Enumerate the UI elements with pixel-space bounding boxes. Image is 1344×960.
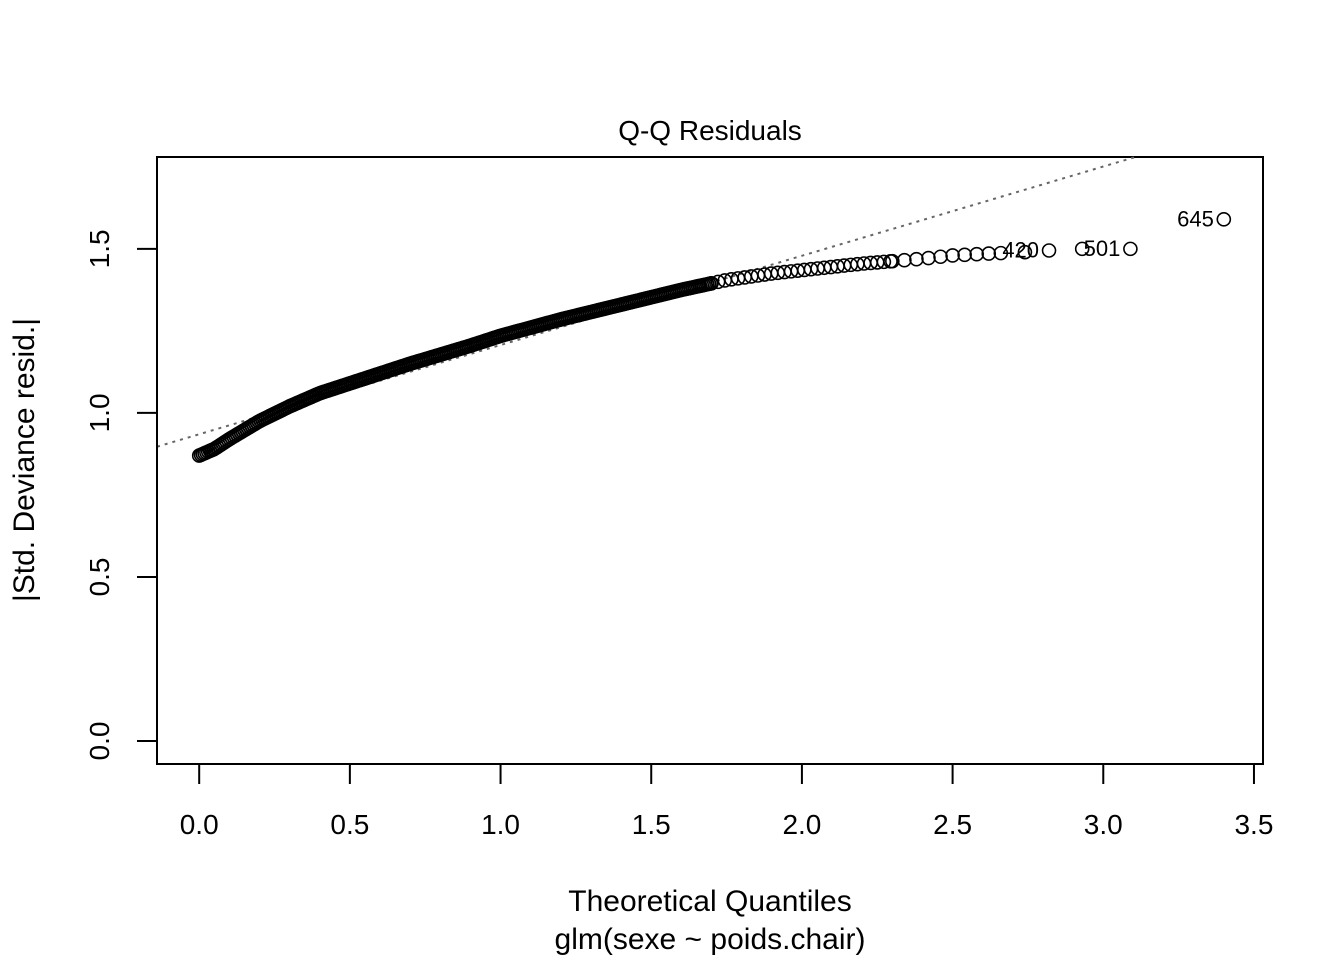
point-label: 420 [1002, 238, 1039, 263]
qq-point [1123, 241, 1138, 257]
plot-area: 645 501 420 [156, 156, 1264, 765]
qq-point [921, 250, 936, 266]
x-axis: 0.0 0.5 1.0 1.5 2.0 2.5 3.0 3.5 [180, 763, 1273, 840]
y-tick-label: 0.5 [84, 558, 115, 597]
chart-title: Q-Q Residuals [618, 115, 802, 146]
x-tick-label: 3.5 [1234, 809, 1273, 840]
qq-point [876, 254, 892, 270]
y-tick-label: 0.0 [84, 722, 115, 761]
qq-point [1074, 241, 1090, 257]
point-labels-layer: 645 501 420 [1002, 206, 1214, 262]
qq-point [1017, 244, 1033, 260]
x-axis-subtitle: glm(sexe ~ poids.chair) [555, 923, 866, 956]
x-tick-label: 1.0 [481, 809, 520, 840]
x-axis-title: Theoretical Quantiles [568, 885, 851, 918]
qq-point [885, 253, 900, 269]
qq-point [969, 246, 985, 262]
qq-point [933, 249, 948, 265]
qq-point [981, 246, 997, 261]
points-layer [191, 212, 1232, 463]
x-tick-label: 0.0 [180, 809, 219, 840]
point-label: 645 [1177, 206, 1214, 231]
x-tick-label: 3.0 [1084, 809, 1123, 840]
qq-point [957, 247, 972, 263]
y-tick-label: 1.5 [84, 229, 115, 268]
qq-point [704, 276, 719, 291]
qq-point [1041, 243, 1057, 258]
y-axis-title: |Std. Deviance resid.| [8, 318, 41, 602]
qq-point [1216, 212, 1232, 227]
qq-point [993, 245, 1009, 261]
qq-point [897, 252, 912, 268]
x-tick-label: 1.5 [632, 809, 671, 840]
x-tick-label: 2.0 [782, 809, 821, 840]
qq-point [909, 251, 924, 267]
qq-point [945, 248, 960, 263]
y-tick-label: 1.0 [84, 393, 115, 432]
x-tick-label: 0.5 [330, 809, 369, 840]
y-axis: 0.0 0.5 1.0 1.5 [84, 229, 158, 761]
point-label: 501 [1084, 236, 1121, 261]
x-tick-label: 2.5 [933, 809, 972, 840]
